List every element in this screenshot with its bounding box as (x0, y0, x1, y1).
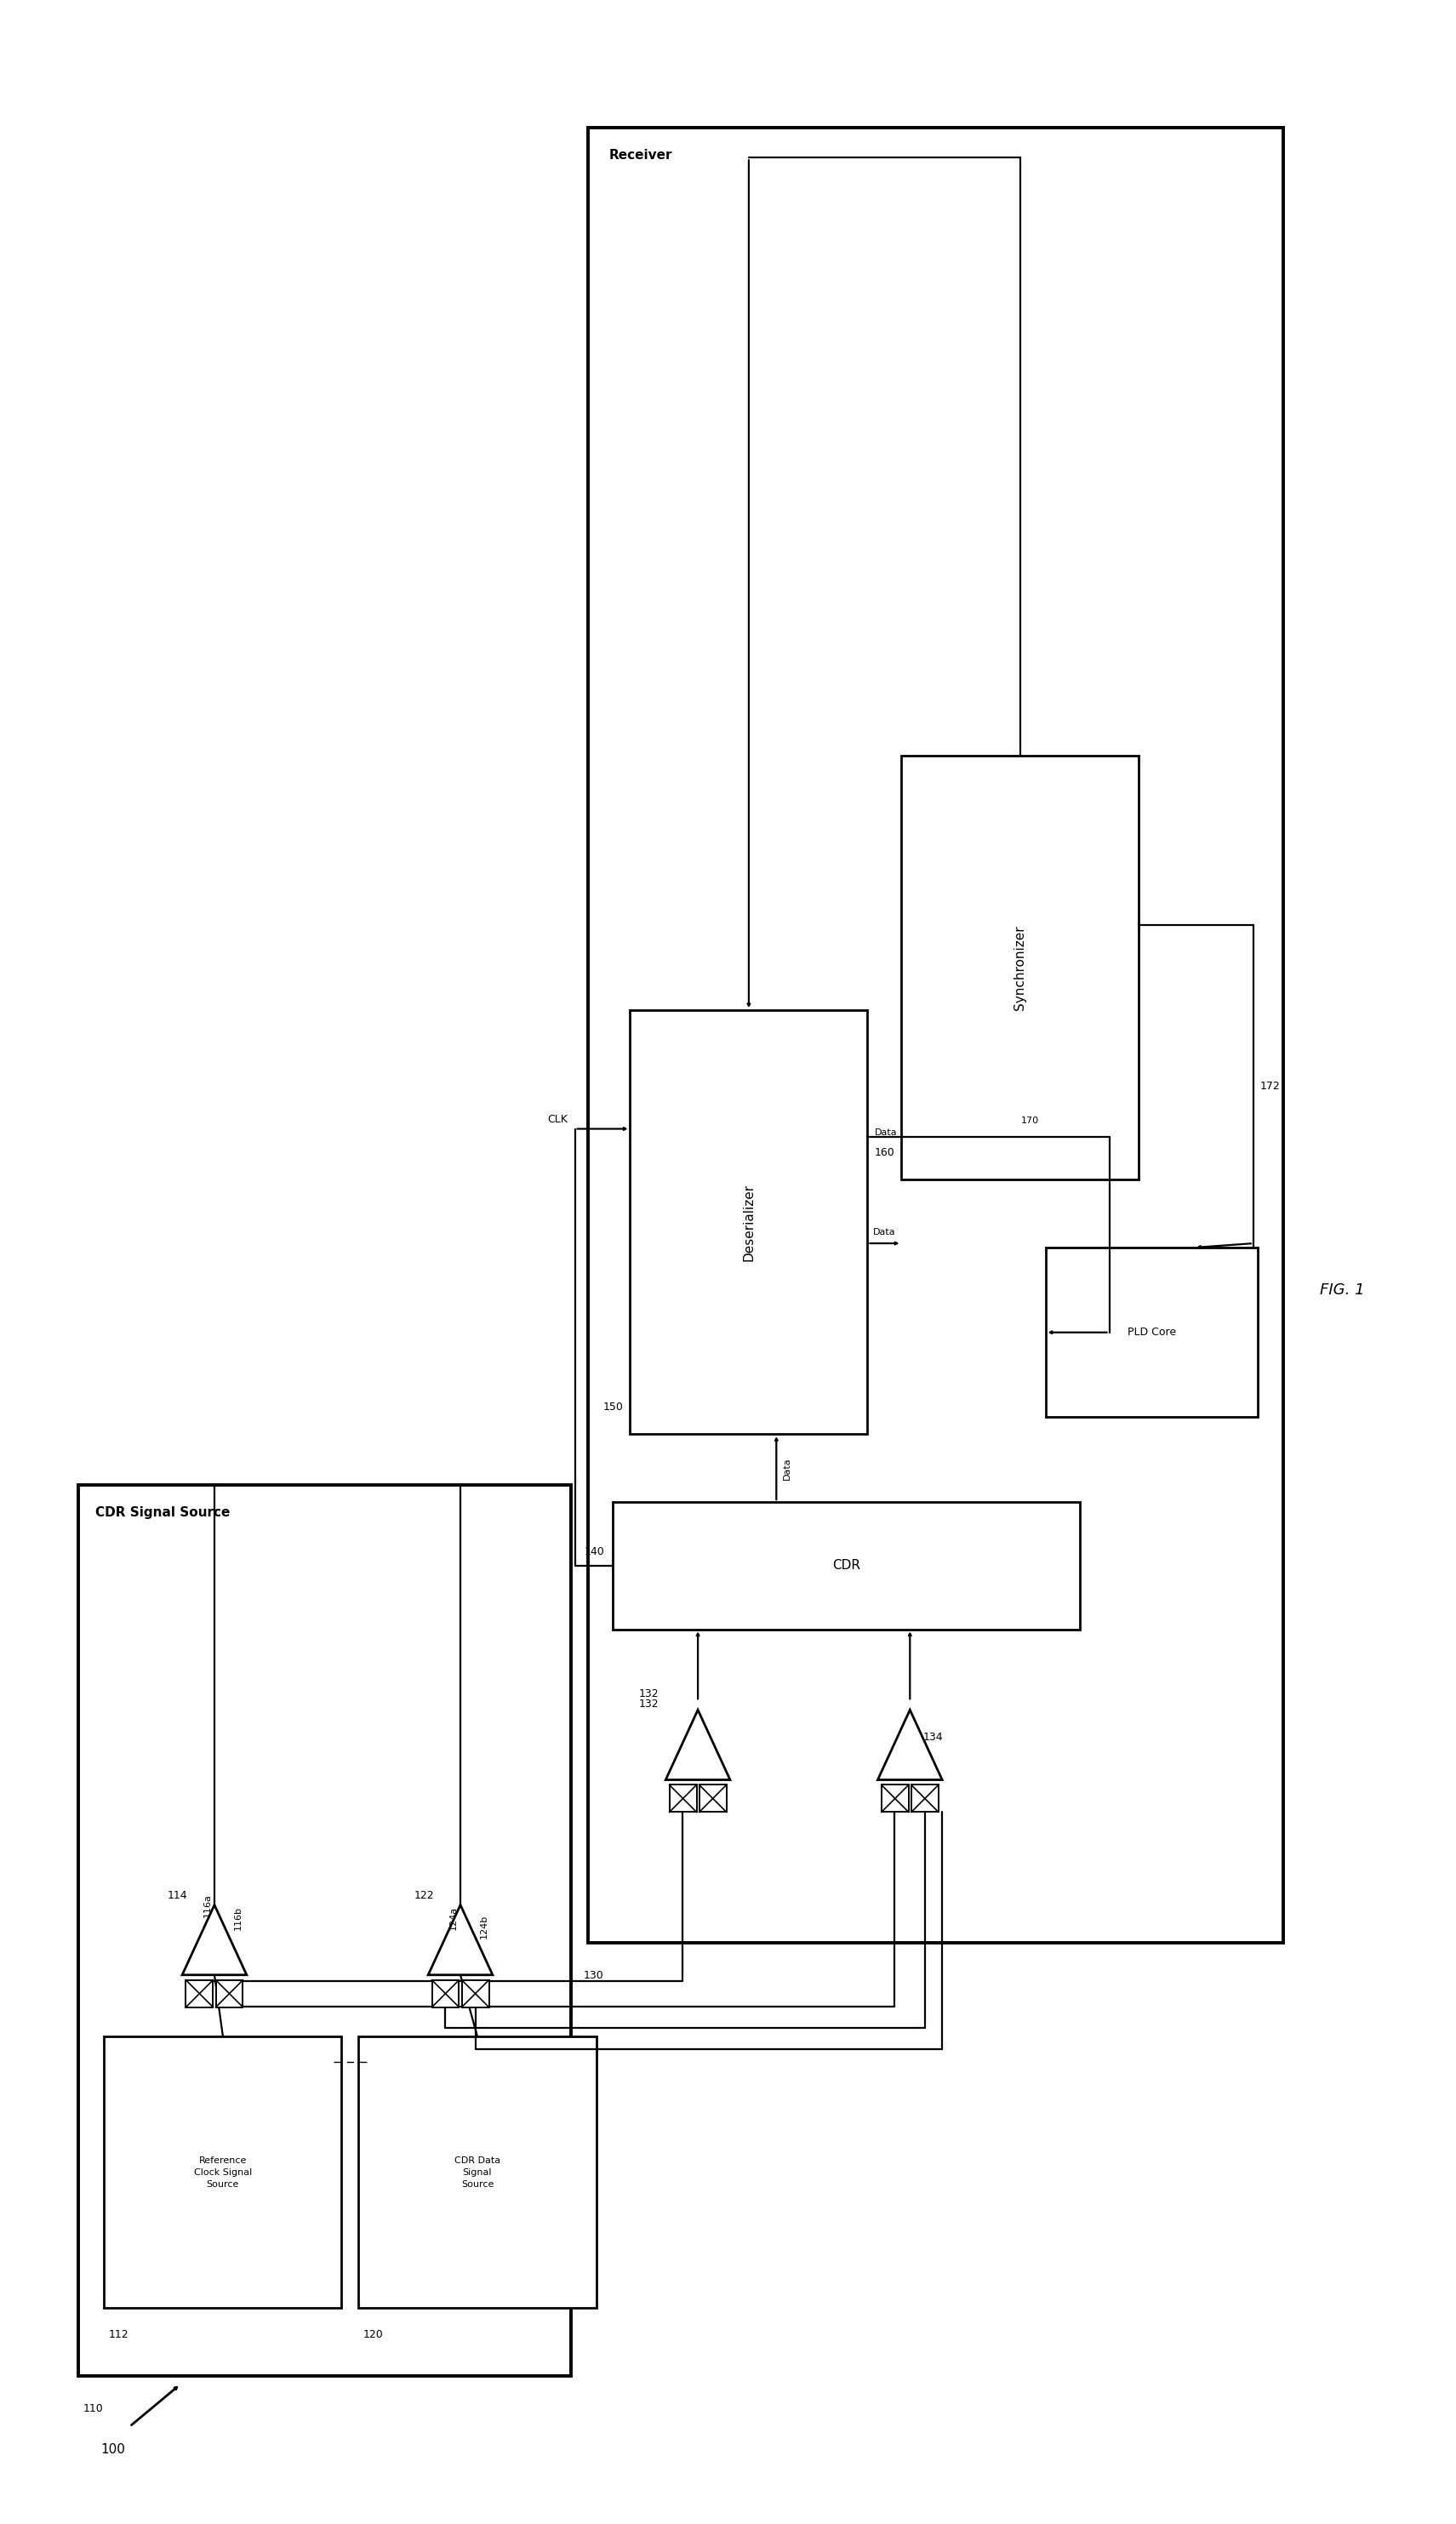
Text: 122: 122 (414, 1890, 434, 1901)
Bar (105, 2037, 342, 2307)
Text: 116b: 116b (234, 1906, 243, 1931)
Bar (358, 2037, 596, 2307)
Text: 112: 112 (108, 2330, 128, 2340)
Text: 130: 130 (584, 1971, 604, 1981)
Bar (670, 1784, 696, 1812)
Bar (588, 129, 1283, 1943)
Text: Data: Data (874, 1229, 895, 1237)
Bar (79, 1484, 571, 2375)
Text: 100: 100 (100, 2443, 125, 2456)
Text: PLD Core: PLD Core (1127, 1328, 1176, 1338)
Text: 110: 110 (83, 2403, 103, 2413)
Polygon shape (665, 1709, 729, 1779)
Bar (699, 1784, 727, 1812)
Bar (186, 1979, 213, 2007)
Text: 134: 134 (923, 1731, 943, 1742)
Polygon shape (878, 1709, 942, 1779)
Text: 120: 120 (363, 2330, 383, 2340)
Text: Data: Data (874, 1128, 897, 1138)
Bar (881, 1784, 909, 1812)
Text: 124b: 124b (480, 1916, 488, 1938)
Text: 132: 132 (639, 1689, 658, 1699)
Text: 114: 114 (167, 1890, 188, 1901)
Bar (432, 1979, 459, 2007)
Bar (1045, 1247, 1258, 1416)
Text: 116a: 116a (204, 1893, 213, 1918)
Text: CLK: CLK (547, 1113, 568, 1126)
Text: 150: 150 (603, 1401, 623, 1413)
Text: 170: 170 (1021, 1116, 1040, 1126)
Text: Synchronizer: Synchronizer (1013, 926, 1026, 1010)
Bar (613, 1502, 1079, 1631)
Bar (462, 1979, 489, 2007)
Text: FIG. 1: FIG. 1 (1321, 1282, 1364, 1297)
Text: CDR: CDR (833, 1560, 860, 1572)
Bar (901, 755, 1139, 1179)
Text: Data: Data (783, 1456, 792, 1479)
Text: 124a: 124a (450, 1906, 457, 1931)
Bar (630, 1010, 868, 1434)
Text: Deserializer: Deserializer (743, 1184, 756, 1262)
Text: Receiver: Receiver (609, 149, 673, 162)
Polygon shape (182, 1906, 246, 1974)
Bar (911, 1784, 939, 1812)
Text: Reference
Clock Signal
Source: Reference Clock Signal Source (194, 2155, 252, 2188)
Text: CDR Data
Signal
Source: CDR Data Signal Source (454, 2155, 501, 2188)
Text: CDR Signal Source: CDR Signal Source (96, 1507, 230, 1519)
Text: 132: 132 (639, 1699, 658, 1709)
Text: 160: 160 (875, 1148, 894, 1159)
Polygon shape (428, 1906, 492, 1974)
Text: 172: 172 (1261, 1080, 1280, 1093)
Text: 140: 140 (584, 1547, 604, 1557)
Bar (215, 1979, 243, 2007)
